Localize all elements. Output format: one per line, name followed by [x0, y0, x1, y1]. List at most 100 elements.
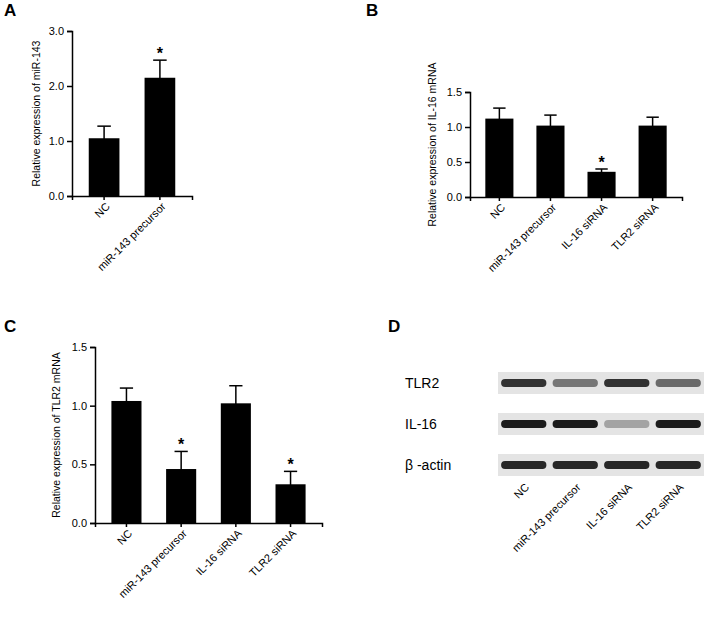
tick-mark — [126, 523, 128, 527]
panel-label: C — [4, 317, 16, 336]
band — [501, 379, 546, 387]
blot-strip — [498, 372, 704, 394]
error-bar — [153, 60, 167, 95]
tick-label: 1.0 — [447, 121, 462, 133]
tick-label: IL-16 siRNA — [193, 527, 244, 578]
tick: TLR2 siRNA — [609, 197, 661, 253]
tick-mark — [550, 197, 552, 201]
axis-line — [90, 348, 96, 524]
panel-label: A — [4, 1, 16, 20]
tick-mark — [465, 92, 470, 94]
tick: 0.0 — [49, 190, 72, 202]
tick-mark — [67, 31, 72, 33]
plot-area — [89, 60, 176, 196]
bar — [145, 78, 176, 196]
panel-label: B — [366, 1, 378, 20]
band — [656, 461, 701, 469]
annotation: * — [598, 154, 605, 171]
error-bar — [120, 388, 133, 414]
tick-mark — [465, 162, 470, 164]
tick: IL-16 siRNA — [559, 197, 610, 252]
lane-label: NC — [511, 481, 531, 501]
tick: miR-143 precursor — [95, 196, 168, 273]
tick-mark — [465, 127, 470, 129]
panel-label: D — [388, 317, 400, 336]
band — [553, 461, 598, 469]
y-axis: 0.00.51.01.5 — [447, 86, 471, 203]
tick-mark — [90, 464, 95, 466]
figure: 0.01.02.03.0NCmiR-143 precursorRelative … — [0, 0, 718, 621]
axis-title: Relative expression of TLR2 mRNA — [50, 352, 62, 518]
plot-area — [111, 386, 305, 523]
tick: NC — [92, 196, 112, 220]
row-label: IL-16 — [405, 416, 437, 432]
band — [501, 461, 546, 469]
error-bar — [646, 117, 658, 134]
tick-label: NC — [115, 527, 135, 547]
blot-strip — [498, 454, 704, 476]
tick: NC — [488, 197, 508, 221]
tick-mark — [652, 197, 654, 201]
error-line — [550, 115, 552, 136]
tick-label: 1.5 — [72, 341, 87, 353]
bar — [587, 172, 615, 197]
error-line — [290, 471, 292, 497]
band — [604, 379, 649, 387]
tick-label: 0.0 — [72, 517, 87, 529]
tick-label: 1.0 — [72, 400, 87, 412]
tick-mark — [67, 86, 72, 88]
axis-title: Relative expression of IL-16 mRNA — [426, 63, 438, 227]
tick-mark — [290, 523, 292, 527]
blot: TLR2IL-16β -actinNCmiR-143 precursorIL-1… — [405, 372, 704, 554]
tick-mark — [499, 197, 501, 201]
error-bar — [229, 386, 242, 421]
error-bar — [544, 115, 556, 136]
bar — [536, 126, 564, 197]
band — [604, 461, 649, 469]
tick: 1.5 — [72, 341, 95, 353]
tick: 0.5 — [447, 156, 470, 168]
tick: 1.0 — [49, 135, 72, 147]
plot-area — [485, 108, 666, 197]
tick-label: TLR2 siRNA — [609, 201, 661, 253]
tick-mark — [90, 523, 95, 525]
tick: IL-16 siRNA — [193, 523, 244, 578]
tick-label: NC — [92, 200, 112, 220]
axis-title: Relative expression of miR-143 — [30, 40, 42, 186]
tick: NC — [115, 523, 135, 547]
bar — [111, 401, 141, 523]
annotation: * — [157, 45, 164, 62]
tick: 2.0 — [49, 80, 72, 92]
panel: 0.0 0.5 1.0 1.5 NCmiR-143 precursorIL-16 siR… — [50, 341, 323, 600]
x-axis: NCmiR-143 precursorIL-16 siRNATLR2 siRNA — [96, 523, 323, 600]
axis-line — [73, 197, 193, 201]
error-cap — [544, 114, 556, 116]
tick-label: 2.0 — [49, 80, 64, 92]
error-cap — [120, 387, 133, 389]
error-cap — [646, 116, 658, 118]
bar — [639, 126, 667, 197]
tick: 0.0 — [447, 191, 470, 203]
error-bar — [175, 451, 188, 486]
bar — [485, 119, 513, 197]
bar — [221, 403, 251, 523]
tick: 1.0 — [72, 400, 95, 412]
error-line — [126, 388, 128, 414]
error-bar — [284, 471, 297, 497]
tick: 1.0 — [447, 121, 470, 133]
error-cap — [97, 125, 111, 127]
tick-label: 3.0 — [49, 25, 64, 37]
tick: 0.5 — [72, 458, 95, 470]
band — [553, 379, 598, 387]
tick-mark — [465, 197, 470, 199]
tick-label: IL-16 siRNA — [559, 201, 610, 252]
x-axis: NCmiR-143 precursorIL-16 siRNATLR2 siRNA — [471, 197, 683, 274]
lane-label: miR-143 precursor — [510, 481, 583, 554]
tick-label: TLR2 siRNA — [247, 527, 299, 579]
tick: miR-143 precursor — [485, 197, 558, 274]
error-line — [103, 126, 105, 150]
tick-label: NC — [488, 201, 508, 221]
error-bar — [97, 126, 111, 150]
panel: 0.00.51.01.5NCmiR-143 precursorIL-16 siR… — [426, 63, 683, 274]
error-bar — [493, 108, 505, 129]
